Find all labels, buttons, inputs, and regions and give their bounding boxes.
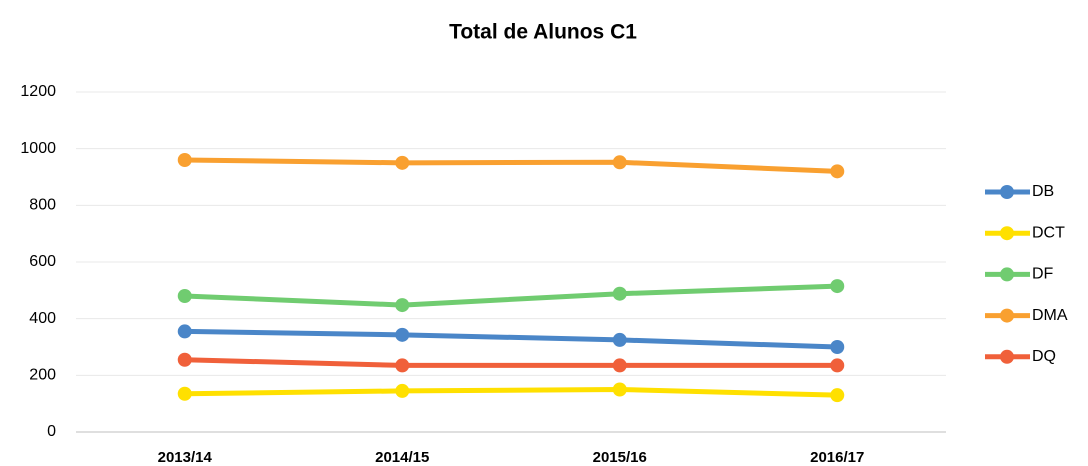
chart-title: Total de Alunos C1 [449,21,637,44]
data-point [830,279,845,294]
legend-marker [1000,349,1014,364]
legend-label: DQ [1032,348,1056,365]
data-point [177,386,192,401]
legend-marker [1000,308,1014,323]
data-point [177,289,192,303]
series-line [184,328,838,350]
data-point [830,358,845,373]
series-line [184,283,838,308]
legend-marker [1000,185,1014,199]
data-point [395,155,410,170]
data-point [395,358,410,373]
data-point [612,286,627,301]
legend-marker [1000,267,1014,282]
legend-label: DMA [1032,307,1068,324]
data-point [612,382,627,397]
data-point [177,324,192,339]
y-tick-label: 1000 [20,140,56,157]
data-point [612,155,627,170]
series-line [184,357,838,368]
x-tick-label: 2014/15 [375,449,429,466]
y-tick-label: 0 [47,423,56,440]
data-point [177,352,192,367]
x-tick-label: 2013/14 [158,449,213,466]
y-tick-label: 600 [29,253,56,270]
y-tick-label: 1200 [20,83,56,100]
y-tick-label: 400 [29,310,56,327]
y-tick-label: 800 [29,197,56,214]
data-point [177,153,192,167]
series-line [184,157,838,174]
data-point [612,358,627,373]
series-line [184,387,838,398]
data-point [830,164,845,179]
legend-label: DB [1032,183,1054,200]
data-point [395,383,410,398]
x-tick-label: 2016/17 [810,449,864,466]
x-tick-label: 2015/16 [593,449,647,466]
y-tick-label: 200 [29,367,56,384]
data-point [830,388,845,403]
data-point [612,332,627,347]
legend-label: DCT [1032,224,1065,241]
data-point [830,340,845,354]
legend-label: DF [1032,266,1054,283]
legend-marker [1000,226,1014,241]
data-point [395,298,410,313]
data-point [395,327,410,342]
